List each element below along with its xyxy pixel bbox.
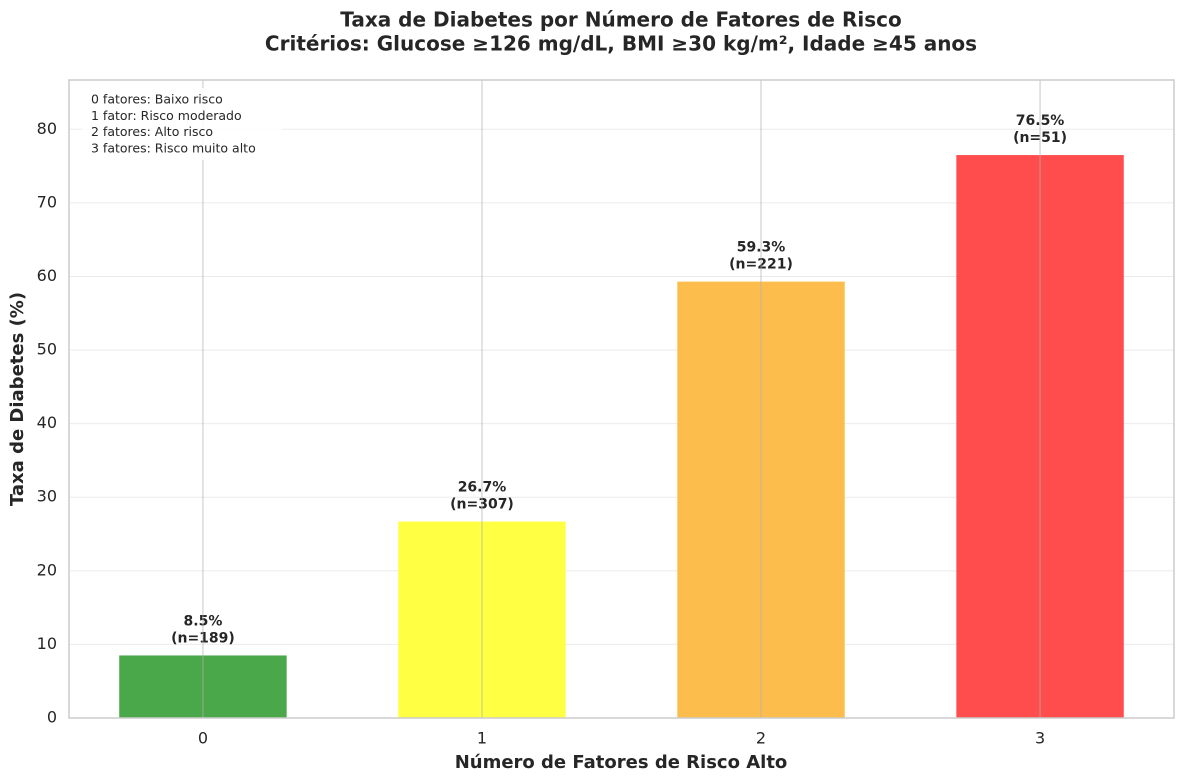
chart-subtitle: Critérios: Glucose ≥126 mg/dL, BMI ≥30 k… [265, 32, 977, 56]
annotation-box [82, 88, 282, 160]
x-tick-label: 0 [198, 729, 208, 748]
y-tick-label: 70 [37, 192, 57, 211]
y-axis-label: Taxa de Diabetes (%) [7, 292, 28, 506]
x-tick-label: 1 [477, 729, 487, 748]
x-tick-label: 2 [756, 729, 766, 748]
y-tick-label: 10 [37, 634, 57, 653]
plot-frame [68, 79, 1175, 719]
y-tick-label: 60 [37, 266, 57, 285]
y-tick-label: 30 [37, 487, 57, 506]
annotation: 1 fator: Risco moderado [91, 108, 242, 123]
annotation: 0 fatores: Baixo risco [91, 92, 223, 107]
annotation: 2 fatores: Alto risco [91, 124, 213, 139]
chart-title: Taxa de Diabetes por Número de Fatores d… [340, 8, 901, 32]
y-tick-label: 0 [47, 708, 57, 727]
x-tick-label: 3 [1035, 729, 1045, 748]
y-tick-label: 20 [37, 560, 57, 579]
y-tick-label: 80 [37, 119, 57, 138]
x-axis-label: Número de Fatores de Risco Alto [455, 752, 788, 773]
y-tick-label: 40 [37, 413, 57, 432]
annotation: 3 fatores: Risco muito alto [91, 140, 256, 155]
y-tick-label: 50 [37, 340, 57, 359]
